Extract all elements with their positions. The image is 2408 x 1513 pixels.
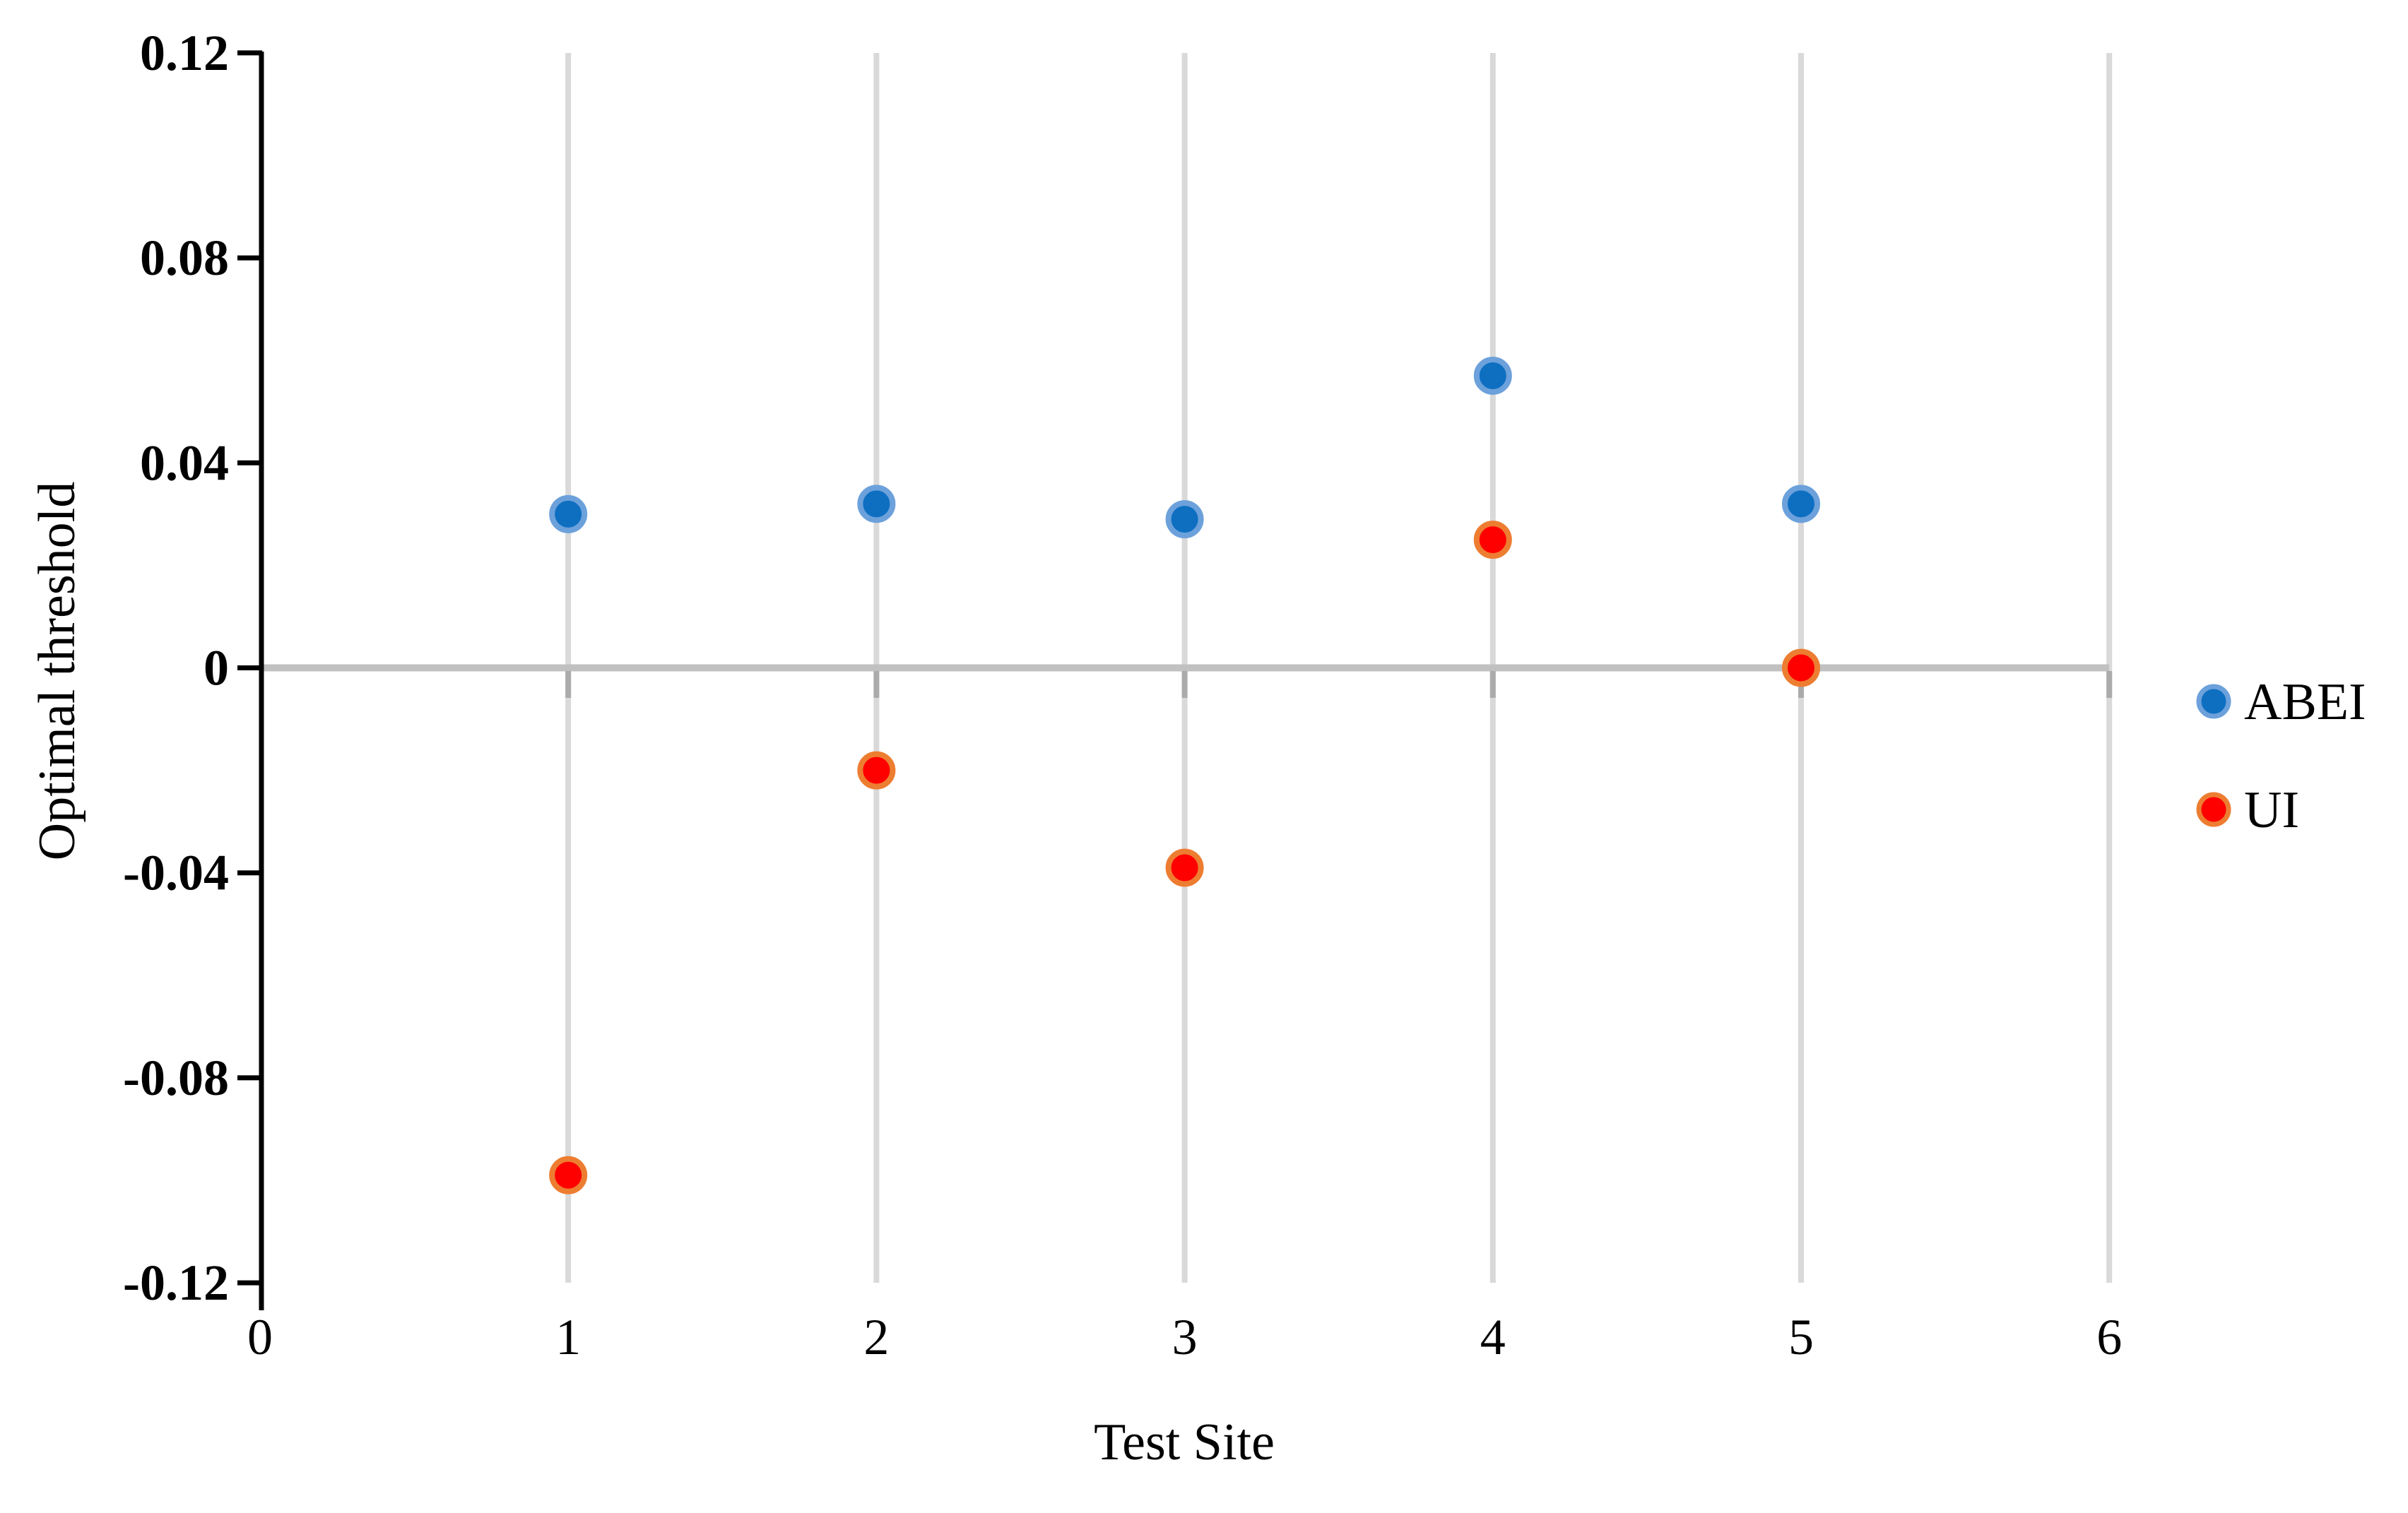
data-points [549, 356, 1820, 1194]
zero-line-layer [264, 664, 2113, 698]
data-point-abei-2 [857, 485, 896, 523]
data-point-ui-2 [857, 751, 896, 790]
legend-marker-ui-slot [2196, 792, 2231, 827]
legend-item-abei: ABEI [2196, 673, 2366, 731]
legend: ABEI UI [2196, 673, 2366, 839]
legend-label-abei: ABEI [2244, 673, 2366, 731]
x-tick-label: 1 [555, 1309, 581, 1365]
tick-labels: 0.12 0.08 0.04 0 -0.04 -0.08 -0.12 0 1 2 3 4 5 6 [123, 25, 2122, 1365]
data-point-abei-3 [1165, 500, 1204, 539]
data-point-ui-3 [1165, 848, 1204, 887]
y-axis-title: Optimal threshold [28, 482, 86, 860]
legend-label-ui: UI [2244, 781, 2299, 839]
data-point-ui-5 [1782, 648, 1820, 687]
legend-marker-abei [2196, 684, 2231, 719]
x-tick-label: 2 [863, 1309, 889, 1365]
y-tick-label: 0.04 [140, 434, 229, 491]
x-tick-label: 6 [2096, 1309, 2122, 1365]
x-tick-label: 5 [1788, 1309, 1814, 1365]
x-tick-label: 3 [1172, 1309, 1198, 1365]
y-tick-label: -0.12 [123, 1254, 229, 1311]
x-axis-title: Test Site [1094, 1413, 1275, 1471]
y-axis [237, 50, 264, 1310]
y-tick-label: 0.08 [140, 230, 229, 286]
data-point-ui-1 [549, 1156, 588, 1194]
data-point-abei-1 [549, 494, 588, 533]
data-point-abei-4 [1473, 356, 1512, 395]
x-tick-label: 4 [1480, 1309, 1506, 1365]
legend-marker-abei-slot [2196, 684, 2231, 719]
y-tick-label: -0.08 [123, 1050, 229, 1106]
legend-item-ui: UI [2196, 781, 2299, 839]
data-point-ui-4 [1473, 521, 1512, 559]
y-tick-label: 0.12 [140, 25, 229, 81]
y-tick-label: 0 [203, 640, 229, 696]
legend-marker-ui [2196, 792, 2231, 827]
data-point-abei-5 [1782, 485, 1820, 523]
x-tick-label: 0 [247, 1309, 273, 1365]
y-tick-label: -0.04 [123, 845, 229, 901]
